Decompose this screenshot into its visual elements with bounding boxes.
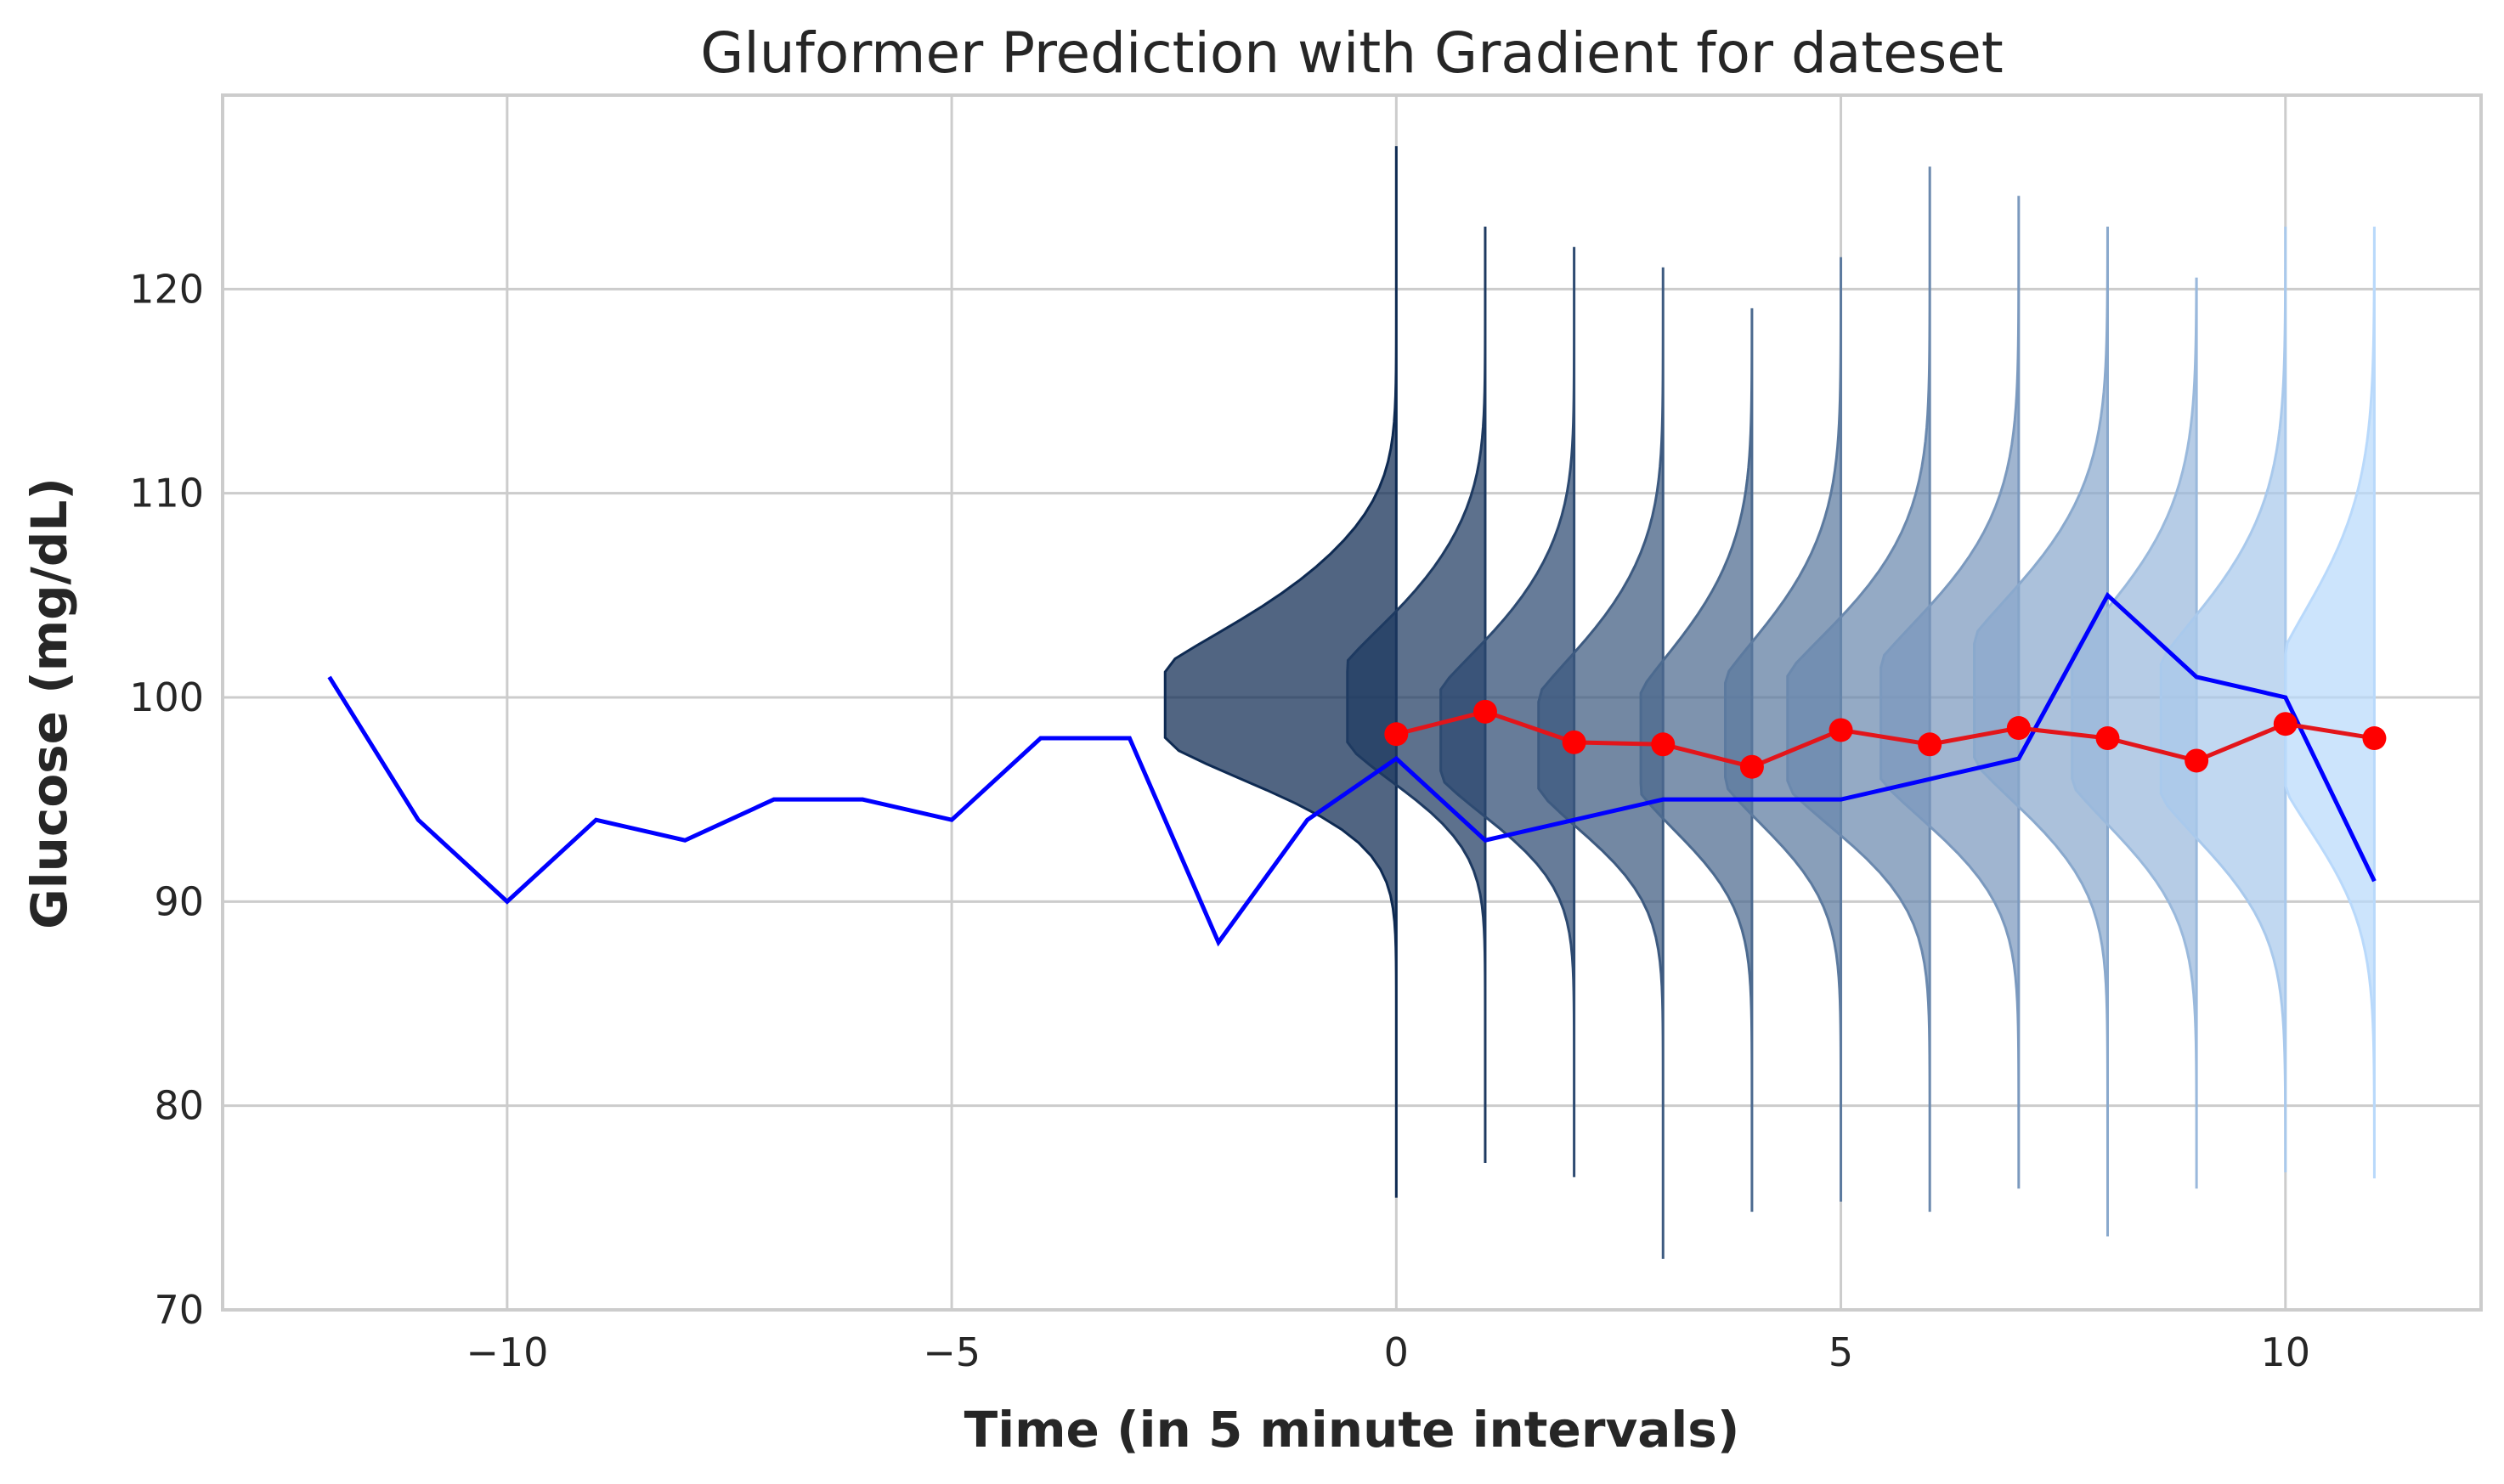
x-tick-label: 0 xyxy=(1384,1329,1409,1375)
axis-ticks: −10 −5 0 5 10 70 80 90 100 110 120 xyxy=(129,266,2310,1375)
y-tick-label: 70 xyxy=(154,1287,204,1333)
y-tick-label: 80 xyxy=(154,1083,204,1129)
x-tick-label: 10 xyxy=(2261,1329,2311,1375)
plot-frame xyxy=(221,93,2483,1312)
prediction-density xyxy=(1163,146,1398,1198)
y-tick-label: 100 xyxy=(129,674,204,720)
prediction-point xyxy=(2362,726,2387,751)
prediction-point xyxy=(1384,722,1409,747)
y-tick-label: 90 xyxy=(154,878,204,924)
prediction-point xyxy=(1472,699,1497,724)
y-tick-label: 120 xyxy=(129,266,204,312)
prediction-density xyxy=(1786,166,1931,1212)
y-tick-label: 110 xyxy=(129,471,204,516)
prediction-density xyxy=(1724,258,1843,1202)
prediction-density xyxy=(1639,308,1754,1212)
prediction-density xyxy=(2071,277,2198,1188)
prediction-point xyxy=(1562,730,1586,754)
x-tick-label: −10 xyxy=(466,1329,548,1375)
prediction-point xyxy=(2273,712,2298,736)
x-tick-label: −5 xyxy=(923,1329,981,1375)
prediction-density xyxy=(2159,226,2287,1173)
prediction-point xyxy=(2185,748,2209,773)
prediction-point xyxy=(1651,732,1676,757)
prediction-point xyxy=(2095,726,2120,751)
prediction-point xyxy=(1739,754,1764,779)
prediction-point xyxy=(1829,718,1853,742)
prediction-point xyxy=(1918,732,1942,757)
prediction-density xyxy=(1879,197,2021,1188)
prediction-density xyxy=(1439,248,1576,1177)
prediction-line xyxy=(1395,709,2375,770)
y-axis-label: Glucose (mg/dL) xyxy=(20,477,78,929)
series-lines xyxy=(327,591,2387,947)
x-tick-label: 5 xyxy=(1829,1329,1853,1375)
chart-title: Gluformer Prediction with Gradient for d… xyxy=(700,20,2003,86)
x-axis-label: Time (in 5 minute intervals) xyxy=(964,1401,1740,1459)
prediction-density xyxy=(1346,228,1487,1163)
prediction-density xyxy=(1537,268,1665,1259)
prediction-point xyxy=(2006,716,2031,741)
